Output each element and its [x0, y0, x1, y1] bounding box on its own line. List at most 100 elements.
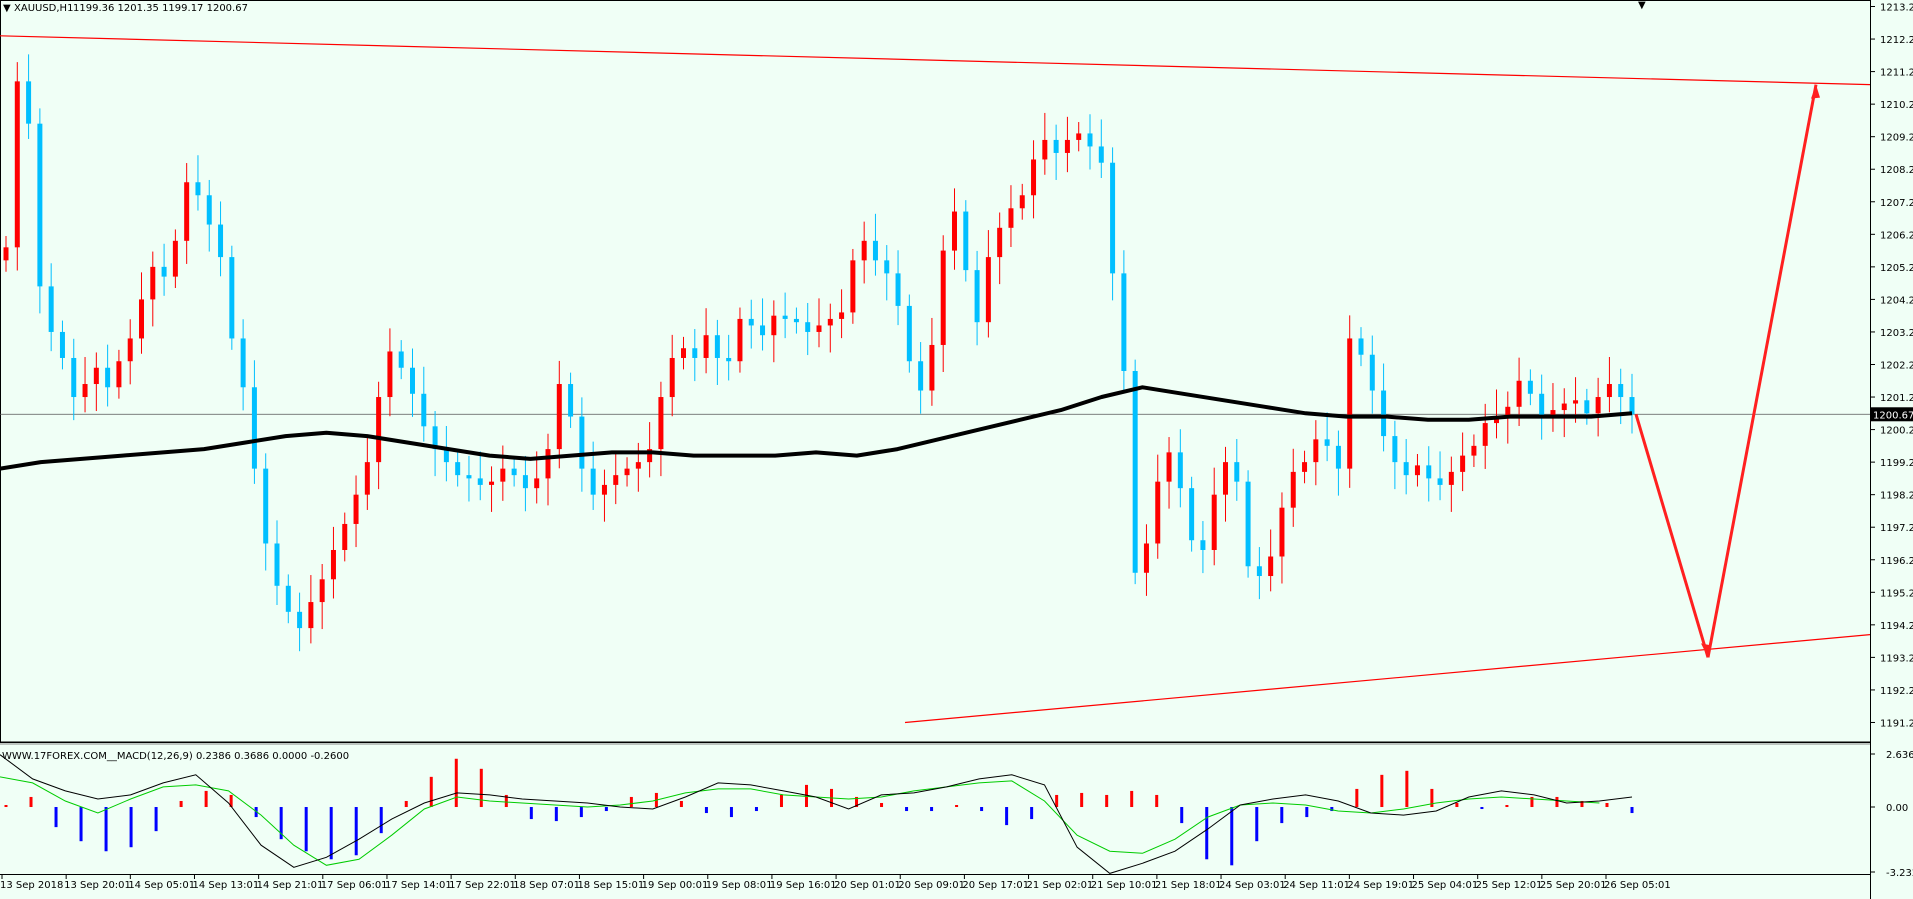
candle-body	[240, 338, 246, 388]
macd-histogram-bar	[905, 807, 909, 812]
macd-histogram-bar	[54, 807, 58, 828]
candle-body	[319, 579, 325, 603]
time-tick-label: 14 Sep 05:01	[128, 880, 195, 891]
time-tick-label: 17 Sep 14:01	[385, 880, 452, 891]
candle-body	[647, 449, 653, 463]
candle-body	[364, 462, 370, 495]
macd-histogram-bar	[4, 805, 8, 808]
candle-body	[206, 195, 212, 225]
candle-body	[1268, 556, 1274, 577]
candle-body	[918, 361, 924, 391]
macd-histogram-bar	[479, 768, 483, 808]
candle-body	[37, 123, 43, 287]
price-tick-label: 1195.20	[1880, 588, 1913, 599]
time-tick-label: 17 Sep 06:01	[321, 880, 388, 891]
candle-body	[48, 286, 54, 332]
time-tick-label: 20 Sep 17:01	[962, 880, 1029, 891]
price-tick-label: 1192.20	[1880, 686, 1913, 697]
price-tick-label: 1210.20	[1880, 100, 1913, 111]
price-tick-label: 1202.20	[1880, 360, 1913, 371]
time-tick-label: 18 Sep 15:01	[577, 880, 644, 891]
time-tick-label: 26 Sep 05:01	[1604, 880, 1671, 891]
channel-upper-line	[0, 35, 1871, 86]
candle-body	[1618, 384, 1624, 398]
macd-histogram-bar	[1155, 794, 1159, 808]
candle-body	[1110, 162, 1116, 274]
candle-body	[568, 384, 574, 417]
candle-body	[82, 384, 88, 398]
macd-histogram-bar	[1180, 807, 1184, 824]
channel-lower-line	[904, 634, 1871, 724]
time-tick-label: 19 Sep 00:01	[642, 880, 709, 891]
time-tick-label: 20 Sep 01:01	[834, 880, 901, 891]
macd-signal-line	[0, 776, 1600, 866]
macd-histogram-bar	[1080, 792, 1084, 808]
candle-body	[1403, 462, 1409, 476]
macd-histogram-bar	[1430, 788, 1434, 808]
candle-body	[895, 273, 901, 306]
macd-histogram-bar	[1205, 807, 1209, 860]
macd-histogram-bar	[1105, 794, 1109, 808]
candle-body	[545, 449, 551, 479]
time-tick-label: 21 Sep 10:01	[1091, 880, 1158, 891]
candle-body	[839, 312, 845, 319]
candle-body	[172, 240, 178, 277]
candle-body	[1234, 462, 1240, 482]
chart-frame	[0, 0, 1871, 743]
time-tick-label: 13 Sep 20:01	[64, 880, 131, 891]
macd-histogram-bar	[779, 794, 783, 808]
current-price-box	[1871, 407, 1913, 422]
macd-histogram-bar	[1330, 807, 1334, 812]
candle-body	[105, 367, 111, 388]
candle-body	[556, 384, 562, 450]
price-tick-label: 1200.20	[1880, 426, 1913, 437]
macd-histogram-bar	[304, 807, 308, 852]
candle-body	[150, 266, 156, 300]
candle-body	[1132, 371, 1138, 573]
macd-histogram-bar	[1280, 807, 1284, 824]
candle-body	[714, 335, 720, 358]
macd-histogram-bar	[1480, 807, 1484, 810]
candle-body	[297, 611, 303, 629]
time-tick-label: 21 Sep 02:01	[1027, 880, 1094, 891]
macd-panel	[0, 754, 1634, 874]
macd-tick-label: 0.00	[1886, 803, 1908, 814]
candle-body	[330, 549, 336, 580]
candle-body	[1347, 338, 1353, 469]
candle-body	[906, 305, 912, 362]
scroll-marker-icon[interactable]: ▼	[1638, 0, 1646, 11]
candle-body	[1200, 540, 1206, 550]
price-tick-label: 1198.20	[1880, 491, 1913, 502]
macd-histogram-bar	[1455, 802, 1459, 808]
candle-body	[1313, 439, 1319, 463]
candle-body	[195, 182, 201, 196]
candle-body	[1256, 566, 1262, 577]
candle-body	[1143, 543, 1149, 573]
candle-body	[1448, 471, 1454, 485]
candle-body	[974, 270, 980, 323]
price-tick-label: 1207.20	[1880, 198, 1913, 209]
candle-body	[443, 449, 449, 463]
candle-body	[1245, 481, 1251, 567]
macd-histogram-bar	[1530, 796, 1534, 808]
candle-body	[1381, 390, 1387, 437]
time-tick-label: 20 Sep 09:01	[898, 880, 965, 891]
candle-body	[1076, 133, 1082, 140]
candle-body	[692, 348, 698, 358]
candle-body	[1053, 139, 1059, 153]
current-price-label: 1200.67	[1873, 410, 1913, 421]
macd-histogram-bar	[1605, 802, 1609, 808]
price-tick-label: 1205.20	[1880, 263, 1913, 274]
candle-body	[1550, 410, 1556, 417]
candle-body	[827, 318, 833, 326]
macd-histogram-bar	[454, 758, 458, 808]
price-tick-label: 1197.20	[1880, 523, 1913, 534]
macd-histogram-bar	[129, 807, 133, 848]
candle-body	[127, 338, 133, 362]
candle-body	[1031, 159, 1037, 196]
candle-body	[1098, 146, 1104, 163]
time-tick-label: 19 Sep 08:01	[706, 880, 773, 891]
